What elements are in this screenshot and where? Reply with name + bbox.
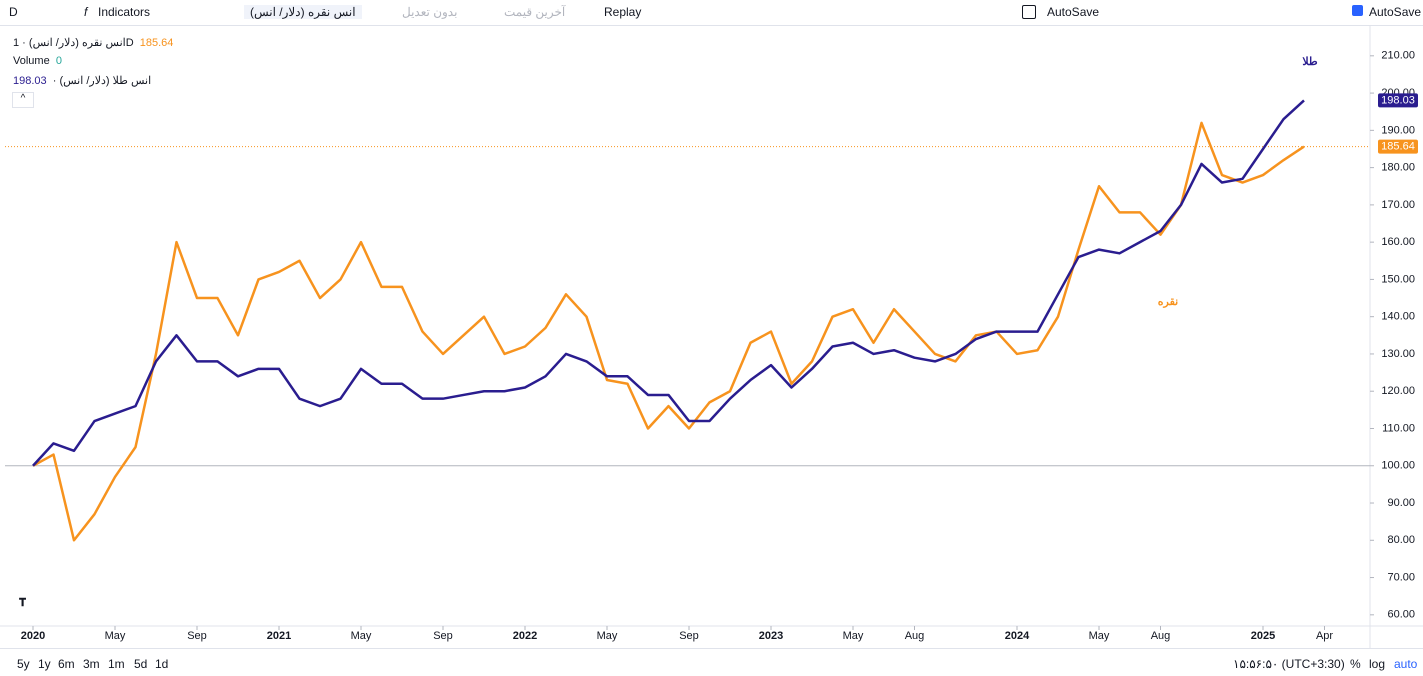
collapse-button[interactable]: ^ xyxy=(12,92,34,108)
x-tick-label: May xyxy=(597,630,618,642)
x-tick-label: Aug xyxy=(905,630,925,642)
y-tick-label: 100.00 xyxy=(1381,460,1415,472)
fx-icon: f xyxy=(84,5,88,19)
x-tick-label: May xyxy=(105,630,126,642)
range-button[interactable]: 6m xyxy=(58,657,75,671)
symbol-button[interactable]: انس نقره (دلار/ انس) xyxy=(244,5,362,19)
legend-volume: Volume 0 xyxy=(13,55,62,67)
volume-label: Volume xyxy=(13,55,50,67)
legend-value: 185.64 xyxy=(139,37,174,49)
legend-main: انس نقره (دلار/ انس) · 1D 185.64 xyxy=(13,37,174,49)
x-tick-label: 2024 xyxy=(1005,630,1030,642)
y-tick-label: 160.00 xyxy=(1381,236,1415,248)
annotation: نقره xyxy=(1158,296,1178,308)
symbol-short[interactable]: D xyxy=(9,5,18,19)
x-tick-label: May xyxy=(843,630,864,642)
y-tick-label: 80.00 xyxy=(1387,534,1415,546)
auto[interactable]: auto xyxy=(1394,657,1418,671)
x-tick-label: Aug xyxy=(1151,630,1171,642)
series-line xyxy=(32,99,1305,467)
x-tick-label: 2022 xyxy=(513,630,537,642)
price-label: 198.03 xyxy=(1381,94,1415,106)
y-tick-label: 130.00 xyxy=(1381,348,1415,360)
indicators[interactable]: Indicators xyxy=(98,5,151,19)
autosave[interactable]: AutoSave xyxy=(1047,5,1100,19)
range-button[interactable]: 1m xyxy=(108,657,125,671)
range-button[interactable]: 5d xyxy=(134,657,148,671)
y-tick-label: 60.00 xyxy=(1387,609,1415,621)
x-tick-label: Sep xyxy=(187,630,207,642)
y-tick-label: 170.00 xyxy=(1381,199,1415,211)
x-tick-label: Sep xyxy=(433,630,453,642)
x-tick-label: 2021 xyxy=(267,630,291,642)
series-line xyxy=(32,121,1305,542)
x-tick-label: Sep xyxy=(679,630,699,642)
checkbox[interactable] xyxy=(1352,5,1363,16)
price-label-bg xyxy=(1378,139,1418,154)
autosave-check[interactable]: AutoSave xyxy=(1369,5,1422,19)
legend-compare: انس طلا (دلار/ انس) · 198.03 xyxy=(13,75,152,87)
range-button[interactable]: 1y xyxy=(38,657,51,671)
replay[interactable]: Replay xyxy=(604,5,642,19)
y-tick-label: 120.00 xyxy=(1381,385,1415,397)
clock: ۱۵:۵۶:۵۰ (UTC+3:30) xyxy=(1233,657,1345,671)
price-label-bg xyxy=(1378,93,1418,108)
chart: 60.00 70.00 80.00 90.00 100.00 110.00 120.00 13… xyxy=(0,26,1423,648)
layout-icon[interactable] xyxy=(1022,5,1036,19)
legend-value: 198.03 xyxy=(13,75,47,87)
toolbar: D f Indicators انس نقره (دلار/ انس) بدون… xyxy=(0,0,1423,26)
x-tick-label: Apr xyxy=(1316,630,1333,642)
x-tick-label: 2023 xyxy=(759,630,783,642)
bottom-bar: ۱۵:۵۶:۵۰ (UTC+3:30) % log auto 5y 1y 6m 3m 1… xyxy=(0,648,1423,676)
volume-value: 0 xyxy=(55,55,62,67)
percent[interactable]: % xyxy=(1350,657,1361,671)
range-button[interactable]: 5y xyxy=(17,657,30,671)
adjust[interactable]: بدون تعدیل xyxy=(402,5,458,19)
range-button[interactable]: 1d xyxy=(155,657,169,671)
y-tick-label: 110.00 xyxy=(1382,422,1415,434)
y-tick-label: 150.00 xyxy=(1381,273,1415,285)
legend-name: انس نقره (دلار/ انس) xyxy=(28,37,126,49)
y-tick-label: 70.00 xyxy=(1387,571,1415,583)
price-label: 185.64 xyxy=(1381,141,1415,153)
range-button[interactable]: 3m xyxy=(83,657,100,671)
y-tick-label: 140.00 xyxy=(1381,311,1415,323)
y-tick-label: 210.00 xyxy=(1381,50,1415,62)
annotation: طلا xyxy=(1302,56,1318,68)
y-tick-label: 190.00 xyxy=(1381,124,1415,136)
y-tick-label: 90.00 xyxy=(1387,497,1415,509)
x-tick-label: May xyxy=(1089,630,1110,642)
legend-name: انس طلا (دلار/ انس) xyxy=(59,75,152,87)
price-type[interactable]: آخرین قیمت xyxy=(504,5,566,19)
y-tick-label: 180.00 xyxy=(1381,162,1415,174)
x-tick-label: 2020 xyxy=(21,630,45,642)
tv-logo: 𝐓 xyxy=(19,597,26,609)
x-tick-label: May xyxy=(351,630,372,642)
log[interactable]: log xyxy=(1369,657,1386,671)
x-tick-label: 2025 xyxy=(1251,630,1275,642)
legend-interval: 1D xyxy=(13,37,134,49)
